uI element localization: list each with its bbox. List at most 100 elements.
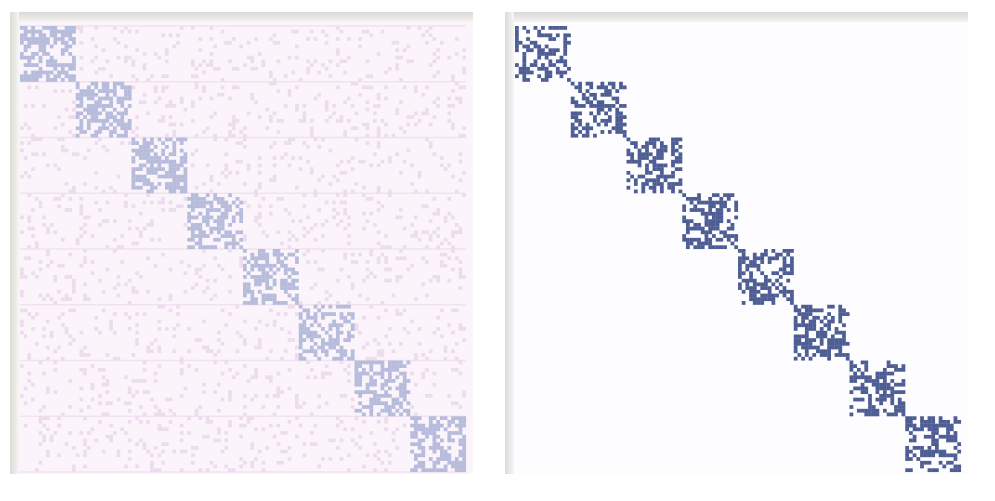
left-matrix-noise-cell	[49, 434, 54, 439]
left-matrix-block-7-cell	[399, 401, 403, 406]
left-matrix-noise-cell	[109, 423, 113, 428]
right-matrix-block-4-cell	[704, 234, 709, 238]
left-matrix-noise-cell	[90, 260, 95, 264]
left-matrix-noise-cell	[343, 211, 348, 216]
left-matrix-noise-cell	[384, 308, 388, 313]
left-matrix-noise-cell	[68, 189, 73, 194]
left-matrix-noise-cell	[454, 96, 459, 101]
right-matrix-block-8-cell	[953, 419, 958, 424]
left-matrix-noise-cell	[68, 130, 73, 134]
left-matrix-noise-cell	[451, 349, 455, 354]
left-matrix-block-4-cell	[198, 241, 203, 246]
right-matrix-block-6-cell	[834, 341, 839, 346]
left-matrix-block-3-cell	[176, 178, 180, 183]
right-matrix-block-7-cell	[897, 401, 902, 406]
left-matrix-block-6-cell	[347, 312, 351, 316]
right-matrix-block-8-cell	[957, 442, 962, 447]
right-matrix-block-2-cell	[619, 130, 623, 134]
left-matrix-noise-cell	[72, 286, 76, 290]
right-matrix-block-2-cell	[619, 115, 623, 119]
left-matrix-noise-cell	[343, 170, 348, 175]
left-matrix-noise-cell	[387, 341, 392, 346]
right-matrix-block-4-cell	[711, 245, 716, 250]
left-matrix-block-1-cell	[46, 70, 50, 75]
right-matrix-block-2-cell	[607, 104, 612, 108]
left-matrix-noise-cell	[239, 464, 243, 469]
left-matrix-block-4-cell	[228, 208, 232, 212]
left-matrix-block-2-cell	[120, 118, 125, 123]
left-matrix-block-5-cell	[269, 275, 273, 279]
left-matrix-block-1-cell	[23, 26, 28, 30]
left-matrix-noise-cell	[451, 330, 455, 335]
right-matrix-block-3-cell	[674, 137, 679, 142]
left-matrix-noise-cell	[60, 237, 65, 242]
left-matrix-noise-cell	[179, 100, 184, 105]
left-matrix-noise-cell	[335, 222, 340, 227]
left-matrix-noise-cell	[90, 427, 95, 432]
left-matrix-noise-cell	[432, 152, 437, 157]
right-matrix-block-8-cell	[908, 449, 913, 454]
left-matrix-block-4-cell	[198, 204, 203, 209]
right-matrix-block-5-cell	[749, 286, 753, 290]
left-matrix-noise-cell	[98, 393, 102, 398]
left-matrix-block-3-cell	[146, 159, 151, 164]
left-matrix-block-4-cell	[198, 222, 203, 227]
left-matrix-block-1-cell	[42, 48, 47, 53]
left-matrix-noise-cell	[153, 371, 158, 376]
right-matrix-block-5-cell	[741, 256, 746, 261]
left-matrix-noise-cell	[295, 85, 299, 90]
left-matrix-block-7-cell	[384, 379, 389, 383]
right-matrix-block-5-cell	[790, 301, 794, 305]
left-matrix-block-3-cell	[153, 170, 158, 175]
left-matrix-noise-cell	[105, 390, 110, 394]
left-matrix-noise-cell	[309, 126, 314, 131]
left-matrix-noise-cell	[391, 349, 396, 354]
left-matrix-noise-cell	[190, 74, 195, 79]
left-matrix-block-2-cell	[79, 89, 84, 93]
left-matrix-noise-cell	[428, 144, 433, 149]
left-matrix-noise-cell	[94, 185, 99, 190]
right-matrix-block-8-cell	[931, 438, 936, 443]
left-matrix-block-5-cell	[246, 289, 251, 294]
left-matrix-block-8-cell	[432, 431, 437, 435]
left-matrix-panel	[10, 12, 473, 474]
left-matrix-block-3-cell	[150, 159, 154, 164]
left-matrix-block-4-cell	[187, 245, 192, 250]
left-matrix-block-3-cell	[172, 174, 177, 179]
right-matrix-block-1-cell	[563, 59, 568, 64]
left-matrix-noise-cell	[399, 78, 403, 82]
left-matrix-block-3-cell	[146, 152, 151, 157]
left-matrix-noise-cell	[373, 152, 377, 157]
left-matrix-noise-cell	[425, 260, 429, 264]
right-matrix-block-5-cell	[767, 289, 772, 294]
left-matrix-noise-cell	[432, 37, 437, 41]
left-matrix-noise-cell	[79, 196, 84, 201]
left-matrix-block-5-cell	[295, 260, 299, 264]
right-matrix-block-8-cell	[953, 431, 958, 435]
left-matrix-block-6-cell	[298, 334, 303, 339]
right-matrix-block-2-cell	[574, 115, 579, 119]
left-matrix-block-5-cell	[272, 249, 277, 253]
left-matrix-block-7-cell	[387, 408, 392, 413]
left-matrix-noise-cell	[90, 382, 95, 387]
left-matrix-block-7-cell	[395, 375, 400, 380]
left-matrix-noise-cell	[243, 460, 247, 465]
left-matrix-block-1-cell	[60, 63, 65, 67]
right-matrix-block-4-cell	[697, 241, 701, 246]
left-matrix-noise-cell	[361, 185, 366, 190]
left-matrix-noise-cell	[324, 107, 329, 112]
left-matrix-noise-cell	[72, 278, 76, 283]
left-matrix-block-5-cell	[291, 278, 296, 283]
left-matrix-block-2-cell	[124, 96, 128, 101]
right-matrix-block-6-cell	[838, 338, 843, 342]
left-matrix-block-4-cell	[224, 208, 229, 212]
left-matrix-block-2-cell	[101, 85, 106, 90]
left-matrix-noise-cell	[20, 323, 24, 328]
left-matrix-noise-cell	[38, 260, 43, 264]
left-matrix-noise-cell	[20, 215, 24, 220]
left-matrix-noise-cell	[153, 338, 158, 342]
left-matrix-block-1-cell	[34, 63, 39, 67]
right-matrix-block-7-cell	[864, 386, 869, 391]
left-matrix-block-5-cell	[287, 275, 292, 279]
right-matrix-block-2-cell	[578, 104, 582, 108]
